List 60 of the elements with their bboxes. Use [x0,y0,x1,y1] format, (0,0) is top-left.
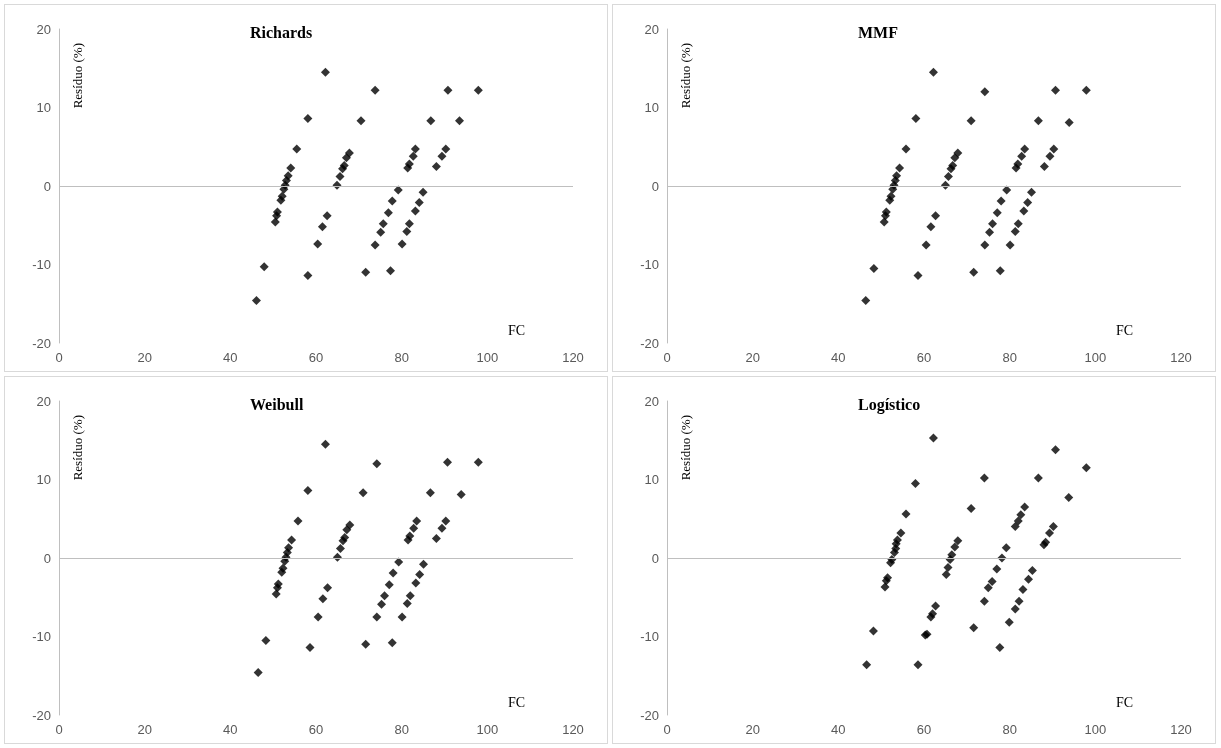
y-axis-title: Resíduo (%) [678,42,693,109]
chart-title: Richards [250,23,313,41]
x-tick-label: 0 [55,722,63,737]
y-tick-label: -10 [640,629,659,644]
y-tick-label: 20 [36,393,51,409]
y-tick-label: 10 [644,472,659,487]
x-tick-label: 100 [476,722,499,737]
x-axis-title: FC [1115,322,1133,338]
chart-title: Weibull [250,395,304,413]
x-tick-label: 100 [1084,350,1107,365]
x-tick-label: 80 [394,722,409,737]
x-tick-label: 80 [1002,350,1017,365]
x-tick-label: 20 [137,350,152,365]
chart-title: MMF [858,23,899,41]
y-axis-title: Resíduo (%) [70,414,85,481]
y-tick-label: 10 [644,100,659,115]
x-axis-title: FC [1115,694,1133,710]
y-tick-label: -10 [32,257,51,272]
y-tick-label: 10 [36,100,51,115]
y-axis-title: Resíduo (%) [70,42,85,109]
x-tick-label: 40 [831,350,846,365]
y-tick-label: -20 [32,707,51,723]
y-tick-label: -10 [32,629,51,644]
y-tick-label: -10 [640,257,659,272]
x-tick-label: 60 [916,722,932,737]
x-tick-label: 60 [916,350,932,365]
x-tick-label: 120 [562,350,584,365]
y-tick-label: 0 [43,550,51,566]
y-axis-title: Resíduo (%) [678,414,693,481]
x-tick-label: 0 [663,350,671,365]
y-tick-label: 0 [43,178,51,194]
x-tick-label: 100 [476,350,499,365]
chart-title: Logístico [858,395,921,414]
y-tick-label: -20 [640,335,659,351]
y-tick-label: -20 [32,335,51,351]
y-tick-label: 20 [644,21,659,37]
x-tick-label: 100 [1084,722,1107,737]
x-axis-title: FC [507,694,525,710]
x-tick-label: 40 [223,350,238,365]
y-tick-label: 10 [36,472,51,487]
x-tick-label: 0 [663,722,671,737]
x-tick-label: 80 [394,350,409,365]
x-tick-label: 120 [562,722,584,737]
x-tick-label: 20 [745,722,760,737]
x-tick-label: 20 [745,350,760,365]
x-tick-label: 60 [308,350,324,365]
y-tick-label: 20 [36,21,51,37]
y-tick-label: 20 [644,393,659,409]
y-tick-label: 0 [651,178,659,194]
x-tick-label: 80 [1002,722,1017,737]
x-tick-label: 0 [55,350,63,365]
y-tick-label: 0 [651,550,659,566]
x-tick-label: 40 [831,722,846,737]
x-tick-label: 120 [1170,350,1192,365]
x-tick-label: 60 [308,722,324,737]
x-tick-label: 120 [1170,722,1192,737]
x-tick-label: 20 [137,722,152,737]
y-tick-label: -20 [640,707,659,723]
x-tick-label: 40 [223,722,238,737]
x-axis-title: FC [507,322,525,338]
